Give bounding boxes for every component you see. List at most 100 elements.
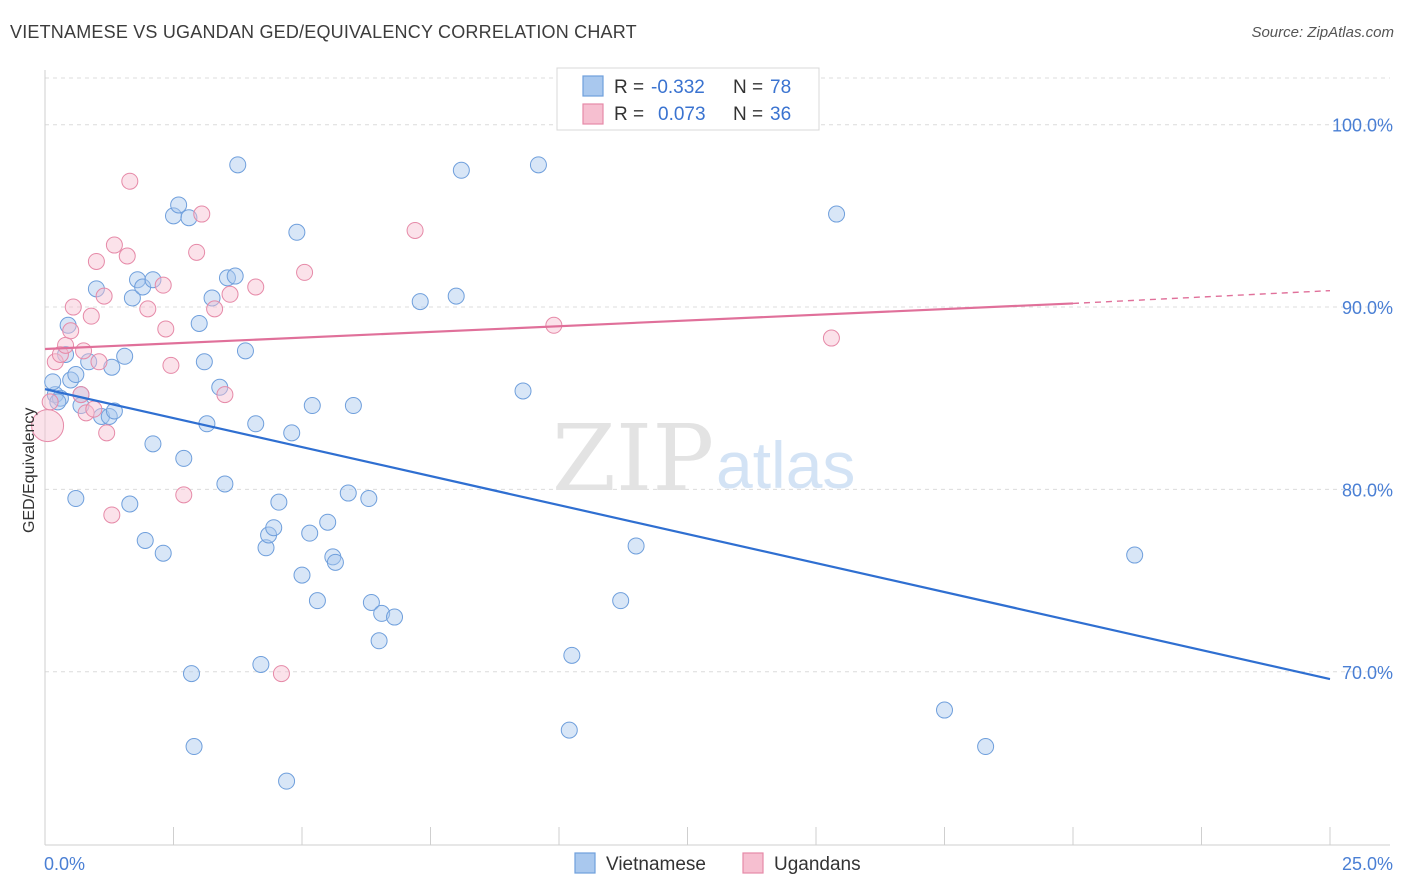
ugandan-point [272, 665, 290, 683]
vietnamese-point [182, 665, 200, 683]
watermark-atlas: atlas [716, 428, 855, 502]
vietnamese-point [144, 435, 162, 453]
ugandan-point [193, 205, 211, 223]
vietnamese-point [514, 382, 532, 400]
ugandan-point [75, 342, 93, 360]
ugandan-point [95, 287, 113, 305]
bottom-legend: Vietnamese Ugandans [574, 852, 861, 875]
vietnamese-point [180, 209, 198, 227]
ugandan-point [103, 506, 121, 524]
legend-box: R = -0.332 N = 78 R = 0.073 N = 36 [556, 67, 820, 131]
vietnamese-trend-line [44, 388, 1331, 681]
ugandan-point [41, 393, 59, 411]
ugandan-point [188, 243, 206, 261]
x-tick-label: 25.0% [1342, 854, 1393, 874]
legend-n-label-1: N = [733, 77, 763, 98]
vietnamese-point [247, 415, 265, 433]
watermark: ZIP atlas [552, 405, 855, 512]
legend-r-value-2: 0.073 [658, 104, 706, 125]
ugandan-point [105, 236, 123, 254]
ugandan-trend-line [44, 302, 1074, 351]
vietnamese-point [612, 592, 630, 610]
bottom-legend-swatch-vietnamese [574, 852, 596, 874]
ugandan-trend-extension [1072, 289, 1331, 305]
vietnamese-point [360, 490, 378, 508]
ugandan-point [57, 336, 75, 354]
legend-r-label-2: R = [614, 104, 644, 125]
vietnamese-point [303, 397, 321, 415]
vietnamese-point [1126, 546, 1144, 564]
y-tick-labels: 70.0% 80.0% 90.0% 100.0% [1332, 116, 1393, 683]
legend-r-label-1: R = [614, 77, 644, 98]
vietnamese-point [236, 342, 254, 360]
ugandan-point [406, 221, 424, 239]
vietnamese-points [44, 156, 1144, 790]
y-tick-label: 90.0% [1342, 298, 1393, 318]
vietnamese-point [828, 205, 846, 223]
grid-lines [45, 77, 1390, 673]
ugandan-point [162, 356, 180, 374]
vietnamese-point [293, 566, 311, 584]
ugandan-point [296, 263, 314, 281]
ugandan-point [72, 386, 90, 404]
vietnamese-point [190, 314, 208, 332]
y-axis-label: GED/Equivalency [21, 408, 38, 533]
ugandan-point [85, 400, 103, 418]
legend-n-value-1: 78 [770, 77, 791, 98]
vietnamese-point [301, 524, 319, 542]
bottom-legend-vietnamese: Vietnamese [606, 854, 706, 875]
vietnamese-point [308, 592, 326, 610]
ugandan-point [118, 247, 136, 265]
vietnamese-point [195, 353, 213, 371]
vietnamese-point [123, 289, 141, 307]
vietnamese-point [344, 397, 362, 415]
bottom-legend-swatch-ugandans [742, 852, 764, 874]
vietnamese-point [278, 772, 296, 790]
vietnamese-point [977, 738, 995, 756]
trend-lines [44, 289, 1331, 681]
ugandan-point [822, 329, 840, 347]
vietnamese-point [136, 531, 154, 549]
vietnamese-point [563, 646, 581, 664]
vietnamese-point [185, 738, 203, 756]
ugandan-point [82, 307, 100, 325]
vietnamese-point [270, 493, 288, 511]
vietnamese-point [121, 495, 139, 513]
vietnamese-point [67, 490, 85, 508]
ugandan-point [98, 424, 116, 442]
vietnamese-point [362, 593, 380, 611]
vietnamese-point [229, 156, 247, 174]
ugandan-point [247, 278, 265, 296]
vietnamese-point [116, 347, 134, 365]
ugandan-point [64, 298, 82, 316]
vietnamese-point [339, 484, 357, 502]
legend-swatch-ugandans [582, 103, 604, 125]
y-tick-label: 70.0% [1342, 663, 1393, 683]
vietnamese-point [170, 196, 188, 214]
ugandan-point [139, 300, 157, 318]
ugandan-point [175, 486, 193, 504]
ugandan-point [51, 345, 69, 363]
vietnamese-point [105, 402, 123, 420]
vietnamese-point [44, 373, 62, 391]
vietnamese-point [103, 358, 121, 376]
ugandan-point [154, 276, 172, 294]
legend-n-value-2: 36 [770, 104, 791, 125]
axes [44, 70, 1390, 846]
vietnamese-point [319, 513, 337, 531]
bottom-legend-ugandans: Ugandans [774, 854, 861, 875]
ugandan-point [206, 300, 224, 318]
vietnamese-point [370, 632, 388, 650]
watermark-zip: ZIP [552, 405, 714, 512]
vietnamese-point [203, 289, 221, 307]
x-tick-label: 0.0% [44, 854, 85, 874]
vietnamese-point [411, 293, 429, 311]
vietnamese-point [80, 353, 98, 371]
chart-title: VIETNAMESE VS UGANDAN GED/EQUIVALENCY CO… [10, 22, 637, 42]
vietnamese-point [175, 449, 193, 467]
vietnamese-point [447, 287, 465, 305]
vietnamese-point [265, 519, 283, 537]
ugandan-point [87, 252, 105, 270]
vietnamese-point [283, 424, 301, 442]
